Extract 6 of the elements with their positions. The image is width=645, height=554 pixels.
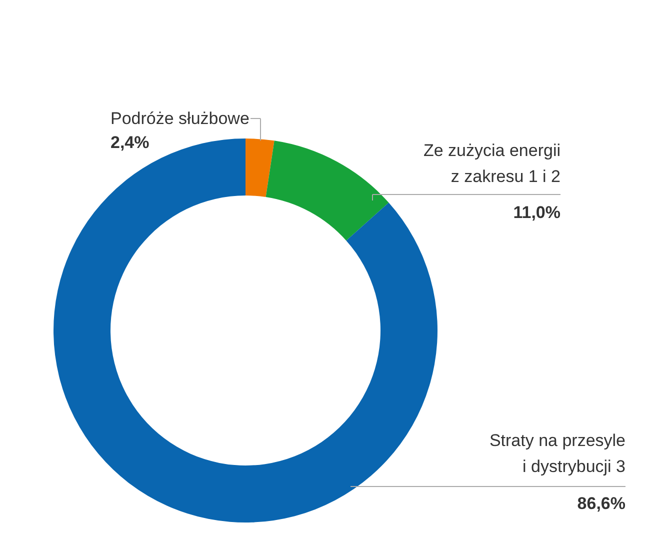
data-label: 2,4% [110,133,150,152]
slice-label: Podróże służbowe [110,109,250,128]
data-label: 86,6% [577,494,626,513]
slice-label: Ze zużycia energii z zakresu 1 i 2 [423,141,561,186]
data-label: 11,0% [513,203,560,222]
slice-label: Straty na przesyle i dystrybucji 3 [489,431,626,476]
